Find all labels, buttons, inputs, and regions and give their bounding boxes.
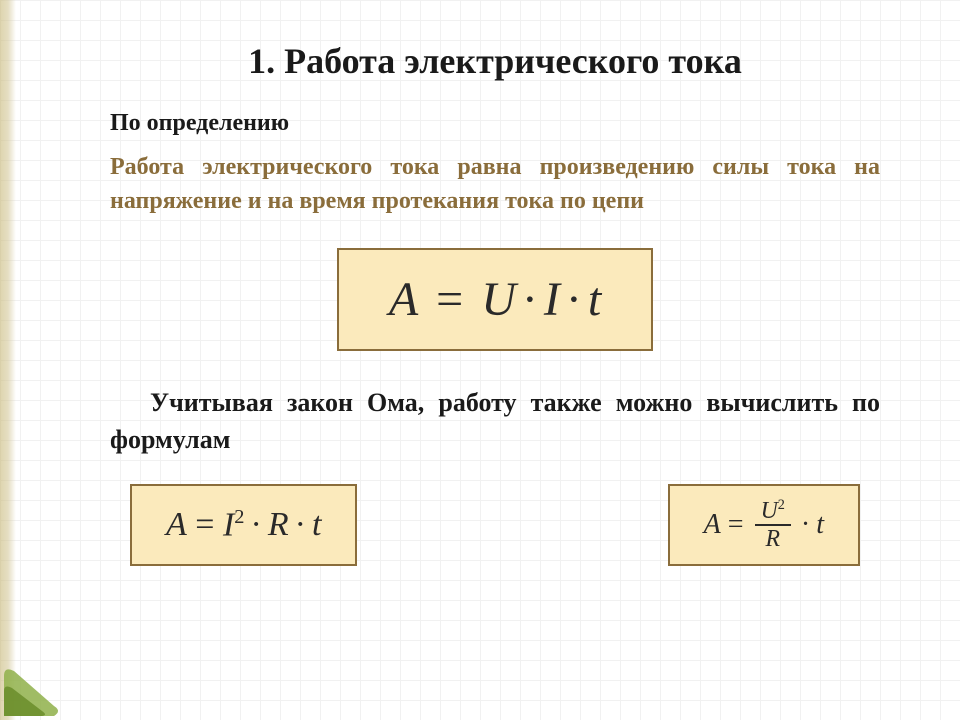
fraction-numerator: U2 — [755, 498, 791, 526]
page-title: 1. Работа электрического тока — [110, 40, 880, 82]
mult-dot: · — [566, 272, 582, 327]
formula-alt1-r: R — [268, 506, 289, 544]
equals: = — [721, 509, 751, 541]
mult-dot: · — [522, 272, 538, 327]
equals: = — [187, 506, 223, 544]
fraction-denominator: R — [759, 526, 786, 552]
formula-alt2-lhs: A — [704, 509, 721, 541]
equals: = — [424, 272, 475, 327]
corner-decoration-icon — [4, 656, 64, 716]
paragraph-text: Учитывая закон Ома, работу также можно в… — [110, 385, 880, 458]
formula-alt1-lhs: A — [166, 506, 187, 544]
formula-alt2-box: A = U2 R · t — [668, 484, 860, 566]
mult-dot: · — [295, 506, 306, 544]
formula-main-t: t — [588, 272, 601, 327]
mult-dot: · — [251, 506, 262, 544]
slide-content: 1. Работа электрического тока По определ… — [0, 0, 960, 586]
subtitle: По определению — [110, 110, 880, 137]
formula-alt1-t: t — [312, 506, 321, 544]
formula-alt1-box: A = I2 · R · t — [130, 484, 357, 566]
definition-text: Работа электрического тока равна произве… — [110, 151, 880, 218]
formula-alt1-i: I2 — [223, 506, 245, 544]
formula-alt-row: A = I2 · R · t A = U2 R · t — [110, 484, 880, 566]
formula-main-i: I — [544, 272, 560, 327]
formula-main-lhs: A — [389, 272, 418, 327]
formula-main-row: A = U · I · t — [110, 248, 880, 351]
formula-main-u: U — [481, 272, 516, 327]
formula-alt2-fraction: U2 R — [755, 498, 791, 552]
formula-main-box: A = U · I · t — [337, 248, 653, 351]
formula-alt2-t: t — [816, 509, 824, 541]
mult-dot: · — [801, 509, 810, 541]
